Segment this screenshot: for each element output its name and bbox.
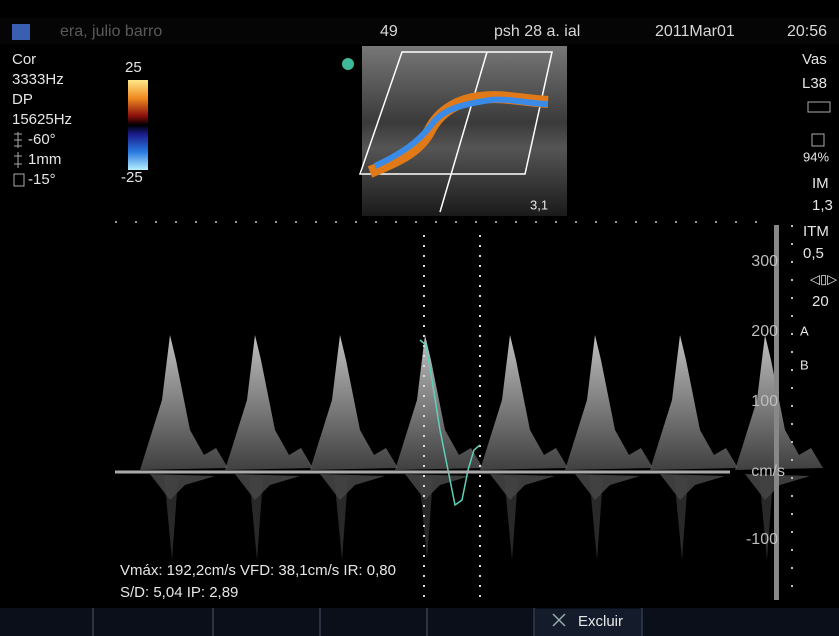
probe: L38 [802,75,827,92]
velocity-unit: cm/s [751,463,785,480]
orientation-marker [342,58,354,70]
exclude-button[interactable]: Excluir [535,609,641,636]
frequency: 3333Hz [12,71,64,88]
mode: Cor [12,51,36,68]
logo [12,24,30,40]
time: 20:56 [787,23,827,40]
gate: 1mm [28,151,61,168]
angle-icon [14,132,22,148]
ultrasound-screen: era, julio barro 49 psh 28 a. ial 2011Ma… [0,0,839,636]
power: 94% [803,149,829,164]
velocity-label: 100 [751,393,778,410]
tis: 0,5 [803,245,824,262]
velocity-label: 200 [751,323,778,340]
mi: 1,3 [812,197,833,214]
patient-name: era, julio barro [60,23,162,40]
velocity-label: 300 [751,253,778,270]
velocity-label: -100 [746,531,778,548]
color-scale-top: 25 [125,59,142,76]
steer: -15° [28,171,56,188]
a-label: A [800,323,809,338]
speed-icon: ◁▯▷ [810,271,837,286]
mi-label: IM [812,175,829,192]
doppler: DP [12,91,33,108]
date: 2011Mar01 [655,23,735,40]
measurement-line: S/D: 5,04 IP: 2,89 [120,584,238,601]
preset: Vas [802,51,827,68]
gain: 20 [812,293,829,310]
color-bar [128,80,148,170]
measurement-line: Vmáx: 192,2cm/s VFD: 38,1cm/s IR: 0,80 [120,562,396,579]
exclude-label[interactable]: Excluir [578,613,623,630]
color-scale-bottom: -25 [121,169,143,186]
angle: -60° [28,131,56,148]
frame-number: 49 [380,23,398,40]
prf: 15625Hz [12,111,72,128]
b-label: B [800,357,809,372]
facility: psh 28 a. ial [494,23,580,40]
image-depth: 3,1 [530,197,548,212]
tis-label: ITM [803,223,829,240]
toolbar [0,608,839,636]
